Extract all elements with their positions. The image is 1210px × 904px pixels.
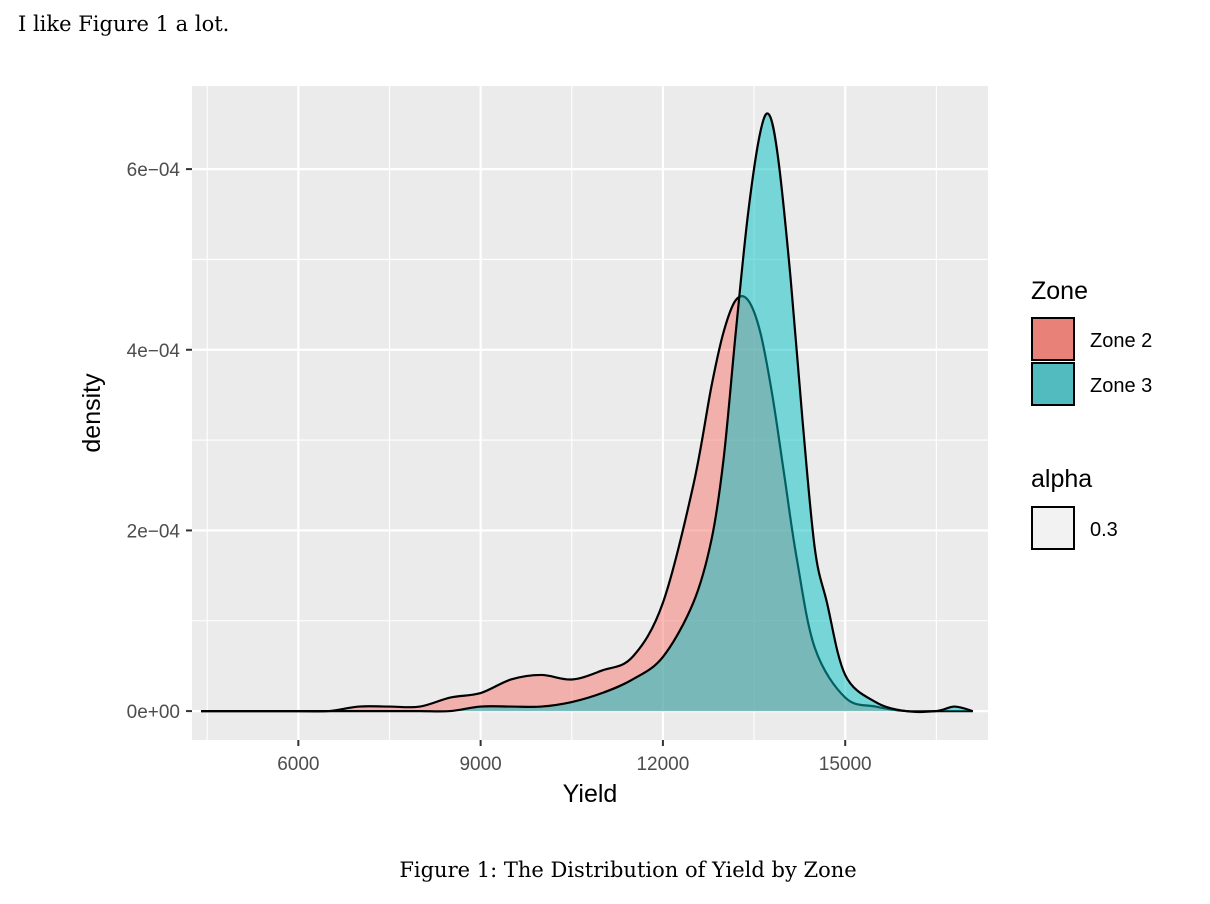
figure-caption: Figure 1: The Distribution of Yield by Z… bbox=[399, 858, 857, 882]
density-area-zone-3 bbox=[201, 113, 973, 712]
x-tick-label: 9000 bbox=[459, 754, 501, 775]
density-series bbox=[201, 112, 974, 714]
plot-panel bbox=[192, 86, 988, 740]
legend-label-alpha: 0.3 bbox=[1090, 519, 1118, 541]
y-tick-label: 6e−04 bbox=[127, 160, 181, 181]
legend: Zone Zone 2 Zone 3 alpha 0.3 bbox=[1031, 277, 1152, 550]
x-axis: 6000 9000 12000 15000 bbox=[277, 740, 872, 775]
y-tick-label: 4e−04 bbox=[127, 341, 181, 362]
x-tick-label: 15000 bbox=[819, 754, 872, 775]
legend-key-alpha bbox=[1031, 506, 1075, 550]
y-axis-title: density bbox=[78, 373, 106, 453]
x-tick-label: 6000 bbox=[277, 754, 319, 775]
legend-label-zone-3: Zone 3 bbox=[1090, 375, 1152, 397]
x-tick-label: 12000 bbox=[636, 754, 689, 775]
intro-text: I like Figure 1 a lot. bbox=[18, 12, 230, 36]
y-tick-label: 2e−04 bbox=[127, 521, 181, 542]
legend-key-zone-2 bbox=[1031, 317, 1075, 361]
y-tick-label: 0e+00 bbox=[127, 702, 180, 723]
legend-key-zone-3 bbox=[1031, 362, 1075, 406]
legend-alpha-title: alpha bbox=[1031, 465, 1092, 493]
legend-fill-title: Zone bbox=[1031, 277, 1088, 305]
x-axis-title: Yield bbox=[563, 780, 618, 808]
legend-label-zone-2: Zone 2 bbox=[1090, 330, 1152, 352]
density-line-zone-3 bbox=[201, 112, 974, 714]
y-axis: 0e+00 2e−04 4e−04 6e−04 bbox=[127, 160, 192, 723]
